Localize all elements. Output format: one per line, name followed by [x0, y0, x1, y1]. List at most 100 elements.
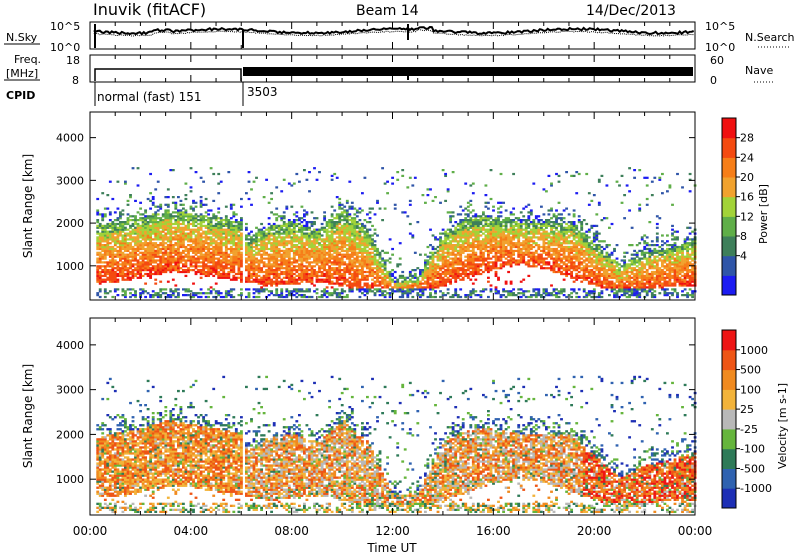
- range-gate-cell: [464, 213, 468, 216]
- range-gate-cell: [287, 219, 291, 222]
- range-gate-cell: [381, 290, 385, 293]
- range-gate-cell: [469, 203, 473, 206]
- range-gate-cell: [454, 294, 458, 297]
- range-gate-cell: [371, 278, 374, 281]
- range-gate-cell: [353, 240, 357, 243]
- range-gate-cell: [355, 242, 359, 245]
- range-gate-cell: [247, 171, 251, 174]
- range-gate-cell: [540, 234, 543, 237]
- range-gate-cell: [292, 230, 296, 233]
- range-gate-cell: [250, 251, 253, 254]
- range-gate-cell: [303, 169, 306, 172]
- range-gate-cell: [464, 182, 468, 185]
- range-gate-cell: [393, 203, 397, 206]
- range-gate-cell: [232, 244, 236, 247]
- range-gate-cell: [348, 240, 352, 243]
- range-gate-cell: [315, 255, 319, 258]
- nave-tick-bottom: 0: [710, 74, 717, 87]
- range-gate-cell: [320, 257, 324, 260]
- range-gate-cell: [529, 247, 533, 251]
- range-gate-cell: [333, 230, 337, 233]
- range-gate-cell: [345, 263, 349, 266]
- range-gate-cell: [121, 247, 125, 251]
- range-gate-cell: [469, 242, 473, 245]
- range-gate-cell: [484, 249, 488, 253]
- range-gate-cell: [139, 261, 143, 264]
- range-gate-cell: [328, 274, 332, 278]
- range-gate-cell: [131, 215, 135, 218]
- range-gate-cell: [358, 286, 362, 289]
- range-gate-cell: [192, 282, 195, 285]
- range-gate-cell: [512, 224, 516, 228]
- range-gate-cell: [146, 215, 150, 218]
- range-gate-cell: [540, 232, 543, 235]
- range-gate-cell: [177, 261, 180, 264]
- range-gate-cell: [361, 272, 364, 276]
- range-gate-cell: [323, 211, 327, 214]
- range-gate-cell: [169, 242, 173, 245]
- range-gate-cell: [298, 282, 301, 285]
- range-gate-cell: [262, 265, 266, 268]
- range-gate-cell: [446, 278, 450, 281]
- range-gate-cell: [295, 251, 299, 254]
- range-gate-cell: [131, 270, 135, 274]
- range-gate-cell: [189, 240, 193, 243]
- range-gate-cell: [156, 295, 160, 299]
- range-gate-cell: [469, 221, 473, 224]
- range-gate-cell: [376, 278, 379, 281]
- range-gate-cell: [441, 169, 445, 172]
- range-gate-cell: [406, 280, 410, 283]
- range-gate-cell: [247, 238, 251, 241]
- range-gate-cell: [403, 286, 407, 289]
- range-gate-cell: [318, 238, 321, 241]
- range-gate-cell: [456, 257, 460, 260]
- range-gate-cell: [466, 253, 470, 256]
- range-gate-cell: [476, 238, 480, 241]
- range-gate-cell: [328, 236, 332, 239]
- range-gate-cell: [315, 274, 319, 278]
- range-gate-cell: [333, 249, 337, 253]
- range-gate-cell: [182, 245, 185, 249]
- range-gate-cell: [207, 242, 211, 245]
- range-gate-cell: [116, 234, 120, 237]
- range-gate-cell: [156, 259, 160, 262]
- range-gate-cell: [421, 294, 425, 297]
- range-gate-cell: [413, 284, 417, 287]
- range-gate-cell: [318, 234, 321, 237]
- range-gate-cell: [265, 232, 269, 235]
- range-gate-cell: [542, 263, 546, 266]
- range-gate-cell: [421, 274, 425, 278]
- range-gate-cell: [217, 224, 221, 228]
- range-gate-cell: [227, 276, 231, 279]
- range-gate-cell: [240, 236, 243, 239]
- range-gate-cell: [366, 228, 369, 231]
- range-gate-cell: [202, 265, 206, 268]
- range-gate-cell: [262, 244, 266, 247]
- range-gate-cell: [166, 261, 170, 264]
- range-gate-cell: [497, 249, 500, 253]
- range-gate-cell: [363, 249, 367, 253]
- range-gate-cell: [121, 267, 125, 270]
- range-gate-cell: [527, 247, 531, 251]
- range-gate-cell: [499, 263, 503, 266]
- range-gate-cell: [323, 247, 327, 251]
- range-gate-cell: [444, 245, 448, 249]
- range-gate-cell: [396, 265, 400, 268]
- range-gate-cell: [381, 269, 385, 272]
- range-gate-cell: [519, 224, 523, 228]
- range-gate-cell: [134, 226, 137, 229]
- range-gate-cell: [287, 222, 291, 226]
- range-gate-cell: [424, 253, 427, 256]
- range-gate-cell: [121, 274, 125, 278]
- range-gate-cell: [398, 263, 402, 266]
- range-gate-cell: [250, 240, 253, 243]
- range-gate-cell: [310, 211, 314, 214]
- range-gate-cell: [298, 263, 301, 266]
- range-gate-cell: [537, 215, 541, 218]
- range-gate-cell: [340, 255, 344, 258]
- range-gate-cell: [169, 219, 173, 222]
- range-gate-cell: [287, 182, 291, 185]
- range-gate-cell: [209, 267, 213, 270]
- range-gate-cell: [111, 274, 115, 278]
- range-gate-cell: [280, 190, 284, 193]
